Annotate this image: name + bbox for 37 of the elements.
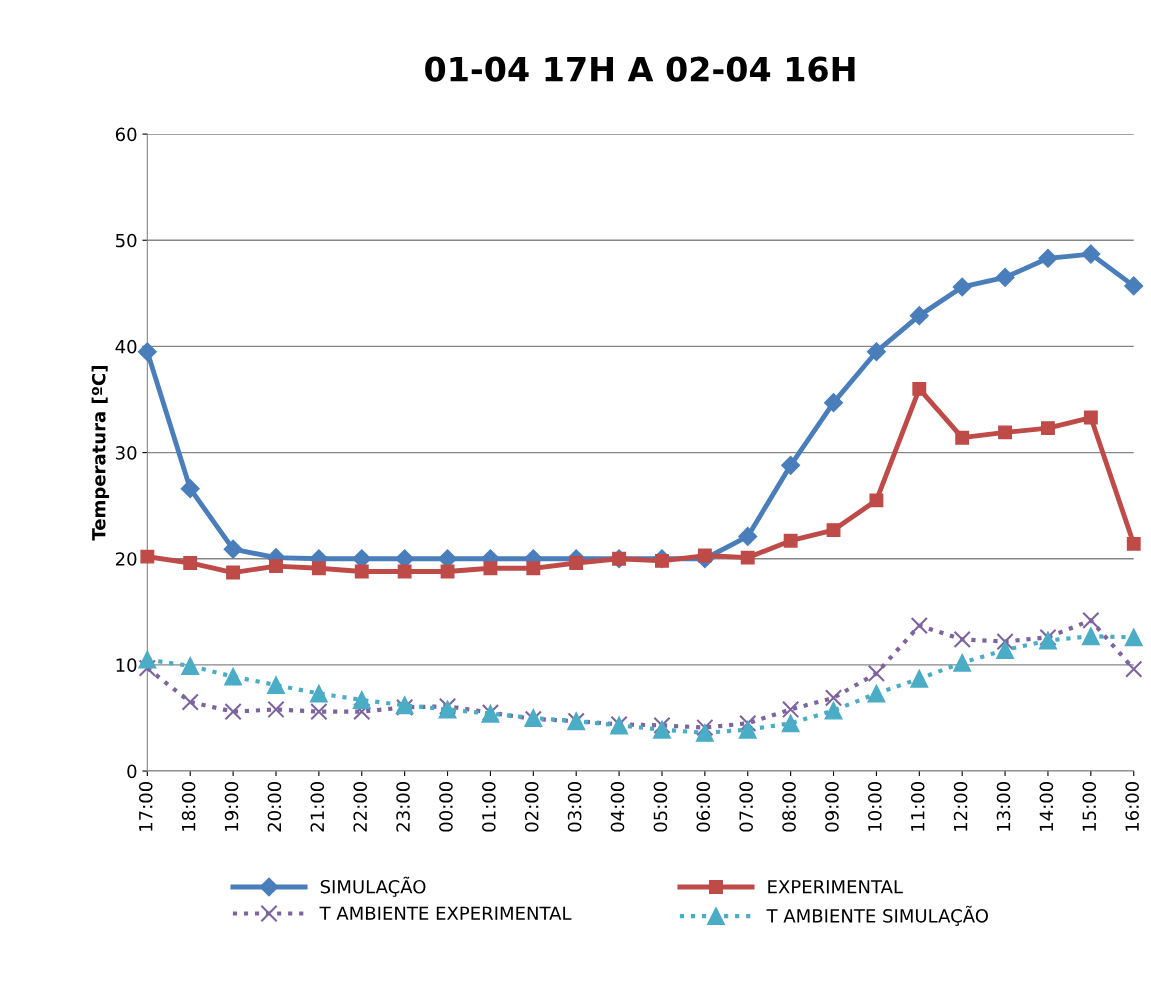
y-axis-title: Temperatura [ºC] xyxy=(91,366,110,541)
x-tick-label: 23:00 xyxy=(396,781,410,832)
x-tick-label: 14:00 xyxy=(1039,781,1054,831)
x-tick-label: 13:00 xyxy=(996,781,1011,831)
x-tick-label: 16:00 xyxy=(1125,781,1139,831)
x-tick-label: 19:00 xyxy=(224,781,239,831)
chart-title: 01-04 17H A 02-04 16H xyxy=(425,56,855,82)
x-tick-label: 10:00 xyxy=(867,781,882,831)
x-tick-label: 15:00 xyxy=(1082,781,1097,831)
legend-label: T AMBIENTE SIMULAÇÃO xyxy=(766,905,988,926)
y-tick-label: 20 xyxy=(115,552,137,566)
x-tick-label: 08:00 xyxy=(782,781,796,832)
x-tick-label: 07:00 xyxy=(739,781,753,832)
legend-label: T AMBIENTE EXPERIMENTAL xyxy=(319,906,572,920)
x-tick-label: 06:00 xyxy=(696,781,711,832)
x-tick-label: 04:00 xyxy=(610,781,625,832)
x-tick-label: 12:00 xyxy=(953,781,968,831)
x-tick-label: 03:00 xyxy=(567,781,582,832)
x-tick-label: 11:00 xyxy=(910,781,925,831)
y-tick-label: 30 xyxy=(116,446,137,460)
y-tick-label: 10 xyxy=(116,658,137,673)
x-tick-label: 22:00 xyxy=(353,781,367,832)
y-tick-label: 50 xyxy=(116,233,137,248)
x-tick-label: 02:00 xyxy=(524,781,539,832)
x-tick-label: 09:00 xyxy=(825,781,839,832)
x-tick-label: 17:00 xyxy=(138,781,153,831)
x-tick-label: 00:00 xyxy=(439,781,453,832)
y-tick-label: 0 xyxy=(127,764,137,779)
legend-label: EXPERIMENTAL xyxy=(768,880,903,894)
legend-label: SIMULAÇÃO xyxy=(320,876,426,897)
x-tick-label: 01:00 xyxy=(482,781,496,832)
x-tick-label: 21:00 xyxy=(310,781,325,832)
x-tick-label: 05:00 xyxy=(653,781,668,832)
x-tick-label: 18:00 xyxy=(181,781,196,831)
y-tick-label: 40 xyxy=(115,339,137,354)
y-tick-label: 60 xyxy=(115,127,137,142)
x-tick-label: 20:00 xyxy=(267,781,282,832)
